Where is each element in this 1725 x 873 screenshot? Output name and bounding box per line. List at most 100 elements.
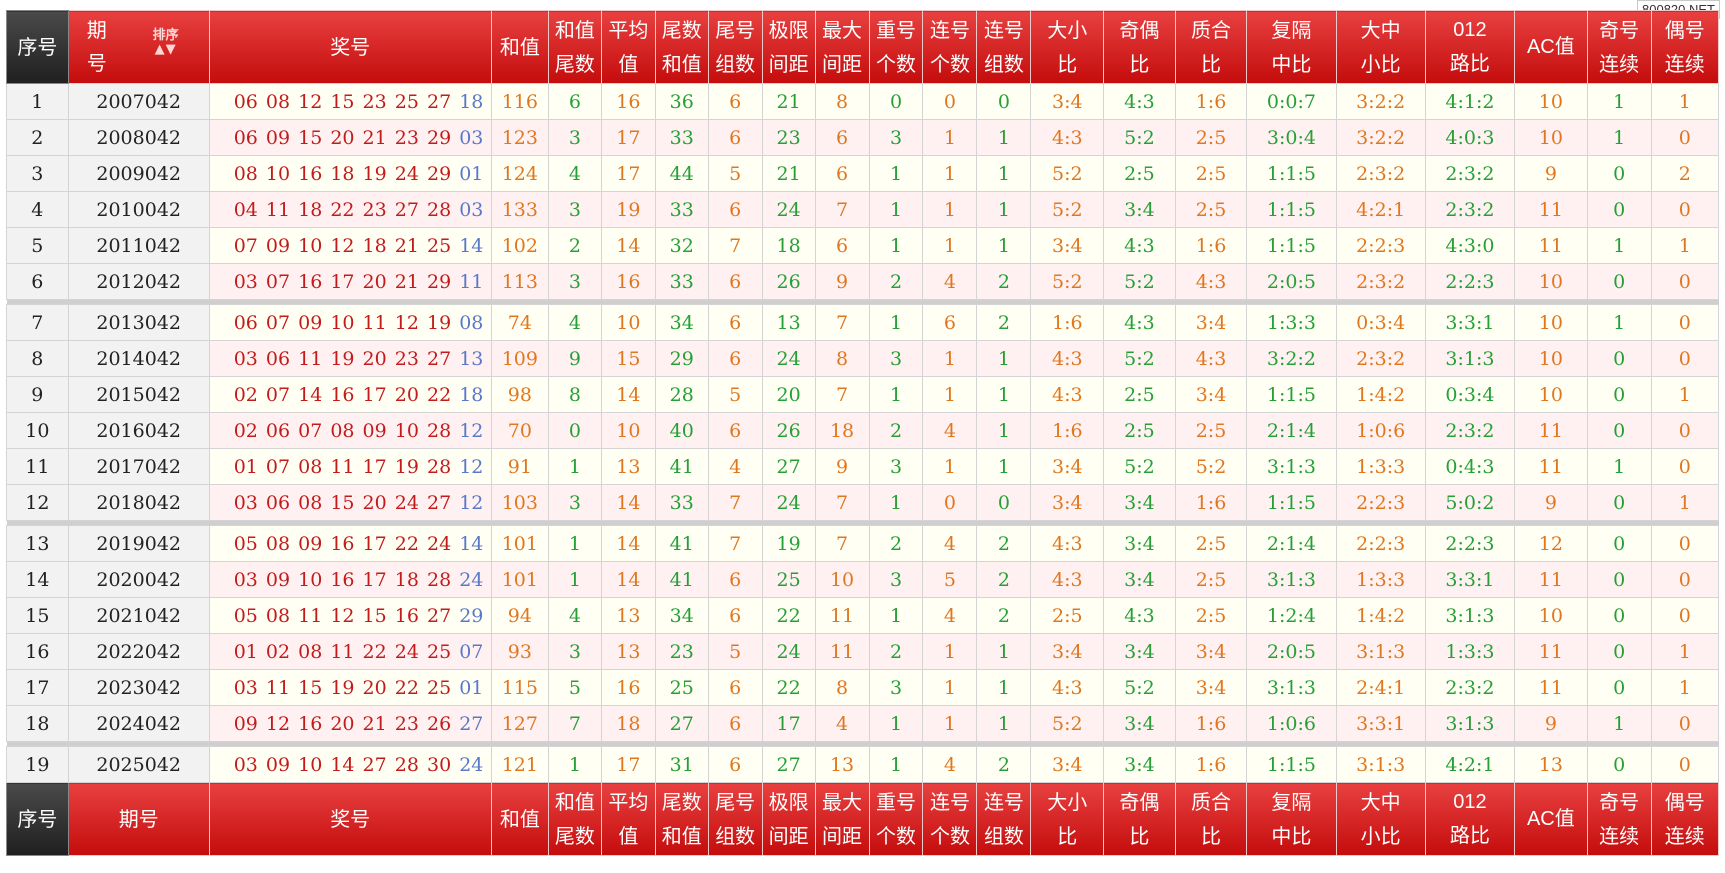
col-header-span: 极限 间距 — [761, 10, 816, 84]
cell-odd_even: 2:5 — [1103, 155, 1176, 192]
cell-tail_groups: 6 — [707, 597, 763, 634]
header-label-line2: 路比 — [1449, 53, 1490, 75]
header-label-line2: 间距 — [822, 52, 863, 76]
col-header-sum_tail: 和值 尾数 — [547, 10, 602, 84]
cell-even_run: 0 — [1650, 119, 1720, 156]
cell-tail_groups: 6 — [707, 304, 763, 341]
number-gap — [451, 312, 459, 334]
table-row: 9 2015042 02 07 14 16 17 20 22 18 98 8 14 28 5 2… — [6, 376, 1720, 413]
cell-prime: 2:5 — [1174, 119, 1248, 156]
cell-even_run: 1 — [1650, 376, 1720, 413]
main-numbers: 03 06 11 19 20 23 27 — [233, 347, 452, 370]
header-label-line1: 012 — [1453, 19, 1487, 41]
cell-repeat: 2 — [868, 525, 924, 562]
issue-number: 2016042 — [67, 412, 210, 449]
cell-sum_tail: 7 — [547, 705, 602, 742]
col-header-bms: 大中 小比 — [1335, 782, 1426, 856]
cell-odd_run: 0 — [1586, 597, 1652, 634]
cell-big_small: 3:4 — [1030, 484, 1105, 521]
col-header-tail_sum: 尾数 和值 — [654, 10, 709, 84]
cell-tail_groups: 6 — [707, 83, 763, 120]
col-header-idx: 序号 — [6, 782, 69, 856]
cell-tail_sum: 27 — [654, 705, 709, 742]
number-gap — [451, 605, 459, 627]
sort-label: 排序 — [152, 28, 179, 43]
col-header-issue[interactable]: 期号 — [67, 782, 210, 856]
col-header-nums: 奖号 — [208, 10, 492, 84]
main-numbers: 05 08 09 16 17 22 24 — [233, 532, 452, 555]
header-label-line2: 组数 — [715, 824, 756, 848]
cell-big_small: 3:4 — [1030, 633, 1105, 670]
header-label-line2: 连续 — [1664, 52, 1705, 76]
cell-ac: 11 — [1514, 412, 1588, 449]
cell-road012: 2:3:2 — [1424, 412, 1516, 449]
cell-tail_sum: 41 — [654, 525, 709, 562]
cell-consec_groups: 0 — [976, 484, 1032, 521]
table-row: 12 2018042 03 06 08 15 20 24 27 12 103 3 14 33… — [6, 484, 1720, 521]
header-label-line1: 和值 — [499, 35, 540, 59]
main-numbers: 04 11 18 22 23 27 28 — [233, 198, 452, 221]
cell-bms: 1:0:6 — [1335, 412, 1426, 449]
cell-tail_groups: 7 — [707, 525, 763, 562]
col-header-tail_groups: 尾号 组数 — [707, 782, 763, 856]
cell-odd_run: 0 — [1586, 561, 1652, 598]
cell-odd_run: 0 — [1586, 669, 1652, 706]
header-label-line1: 连号 — [983, 790, 1024, 814]
col-header-consec_groups: 连号 组数 — [976, 782, 1032, 856]
cell-consec: 0 — [922, 83, 978, 120]
cell-span: 22 — [761, 669, 816, 706]
cell-odd_even: 5:2 — [1103, 669, 1176, 706]
separator-cell — [6, 741, 1719, 747]
col-header-repeat_gap: 复隔 中比 — [1246, 782, 1337, 856]
cell-odd_run: 0 — [1586, 746, 1652, 783]
main-numbers: 01 07 08 11 17 19 28 — [233, 455, 452, 478]
col-header-issue[interactable]: 期号 排序 ▲▼ — [67, 10, 210, 84]
cell-repeat_gap: 2:0:5 — [1246, 633, 1337, 670]
cell-span: 27 — [761, 746, 816, 783]
cell-tail_groups: 5 — [707, 376, 763, 413]
cell-ac: 9 — [1514, 155, 1588, 192]
cell-bms: 3:3:1 — [1335, 705, 1426, 742]
cell-repeat_gap: 1:2:4 — [1246, 597, 1337, 634]
cell-road012: 3:3:1 — [1424, 304, 1516, 341]
cell-odd_even: 4:3 — [1103, 83, 1176, 120]
cell-repeat_gap: 3:1:3 — [1246, 448, 1337, 485]
header-label-line1: 尾数 — [661, 790, 702, 814]
cell-repeat: 1 — [868, 191, 924, 228]
col-header-consec: 连号 个数 — [922, 10, 978, 84]
col-header-ac: AC值 — [1514, 10, 1588, 84]
cell-even_run: 0 — [1650, 304, 1720, 341]
cell-odd_even: 3:4 — [1103, 484, 1176, 521]
cell-tail_groups: 6 — [707, 340, 763, 377]
main-numbers: 03 09 10 16 17 18 28 — [233, 568, 452, 591]
cell-sum: 103 — [490, 484, 549, 521]
cell-odd_run: 1 — [1586, 119, 1652, 156]
col-header-idx: 序号 — [6, 10, 69, 84]
cell-ac: 10 — [1514, 340, 1588, 377]
sort-toggle-button[interactable]: 排序 ▲▼ — [153, 29, 179, 57]
cell-max_gap: 6 — [814, 227, 870, 264]
header-label-line2: 间距 — [822, 824, 863, 848]
cell-big_small: 3:4 — [1030, 448, 1105, 485]
cell-repeat: 1 — [868, 746, 924, 783]
row-index: 19 — [6, 746, 69, 783]
cell-odd_even: 3:4 — [1103, 191, 1176, 228]
special-number: 11 — [459, 270, 484, 293]
cell-consec: 1 — [922, 448, 978, 485]
issue-number: 2023042 — [67, 669, 210, 706]
cell-tail_sum: 36 — [654, 83, 709, 120]
cell-ac: 10 — [1514, 376, 1588, 413]
row-index: 18 — [6, 705, 69, 742]
special-number: 18 — [459, 383, 484, 406]
cell-span: 20 — [761, 376, 816, 413]
row-index: 8 — [6, 340, 69, 377]
cell-sum_tail: 1 — [547, 525, 602, 562]
cell-consec_groups: 1 — [976, 705, 1032, 742]
cell-max_gap: 7 — [814, 484, 870, 521]
cell-sum: 98 — [490, 376, 549, 413]
issue-header-label: 期 — [86, 18, 107, 42]
cell-consec_groups: 2 — [976, 746, 1032, 783]
cell-max_gap: 7 — [814, 525, 870, 562]
cell-sum: 113 — [490, 263, 549, 300]
number-gap — [451, 348, 459, 370]
